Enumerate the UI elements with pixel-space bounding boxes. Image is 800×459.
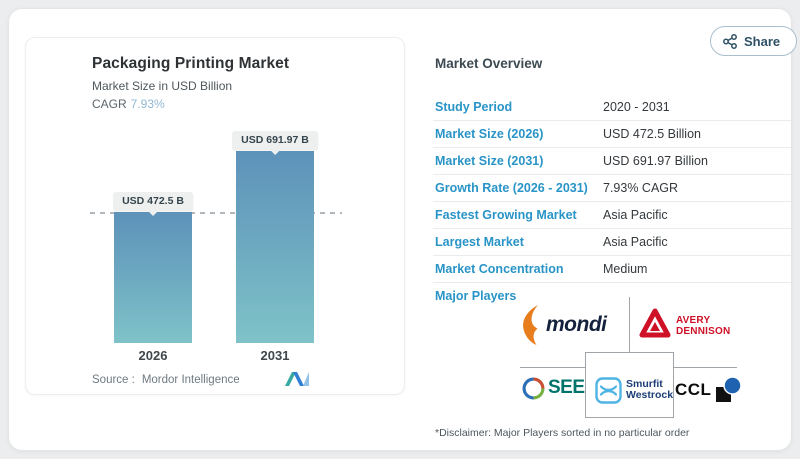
- row-value: USD 472.5 Billion: [603, 127, 701, 141]
- table-row: Market Concentration Medium: [433, 256, 791, 283]
- row-value: USD 691.97 Billion: [603, 154, 708, 168]
- source-name: Mordor Intelligence: [141, 374, 240, 386]
- row-value: Asia Pacific: [603, 235, 668, 249]
- ccl-logo: CCL: [675, 375, 743, 405]
- smurfit-line2: Westrock: [626, 389, 674, 401]
- cagr-value: 7.93%: [130, 97, 165, 111]
- table-row: Growth Rate (2026 - 2031) 7.93% CAGR: [433, 175, 791, 202]
- market-size-chart-card: Packaging Printing Market Market Size in…: [25, 37, 405, 395]
- major-players-label: Major Players: [435, 289, 517, 303]
- x-axis-label-2026: 2026: [138, 348, 168, 363]
- avery-line1: AVERY: [676, 314, 711, 326]
- bar-value-text-2026: USD 472.5 B: [122, 195, 184, 207]
- ccl-wordmark: CCL: [675, 380, 712, 399]
- row-label: Market Size (2026): [435, 127, 544, 141]
- table-row: Market Size (2026) USD 472.5 Billion: [433, 121, 791, 148]
- bar-chart: USD 472.5 B USD 691.97 B 2026 2031: [26, 38, 404, 394]
- players-grid-divider-vertical: [629, 297, 630, 352]
- avery-dennison-triangle-icon: [639, 308, 671, 338]
- bar-value-text-2031: USD 691.97 B: [241, 134, 309, 146]
- row-label: Largest Market: [435, 235, 524, 249]
- players-grid-divider-left: [520, 367, 585, 368]
- source-attribution: Source : Mordor Intelligence: [92, 374, 240, 386]
- source-label: Source :: [92, 374, 135, 386]
- smurfit-westrock-wordmark: Smurfit Westrock: [626, 379, 673, 401]
- reference-dashed-line: [90, 212, 342, 214]
- bar-2031: [236, 151, 314, 343]
- players-grid-highlight-box: [585, 352, 674, 418]
- row-value: Medium: [603, 262, 648, 276]
- cagr-label: CAGR: [92, 97, 127, 111]
- table-row: Fastest Growing Market Asia Pacific: [433, 202, 791, 229]
- row-label: Growth Rate (2026 - 2031): [435, 181, 588, 195]
- bar-2026: [114, 212, 192, 343]
- players-grid-divider-right: [674, 367, 737, 368]
- chart-cagr-line: CAGR 7.93%: [92, 97, 165, 111]
- table-row: Market Size (2031) USD 691.97 Billion: [433, 148, 791, 175]
- bar-value-label-2026: USD 472.5 B: [113, 192, 193, 211]
- row-value: 7.93% CAGR: [603, 181, 679, 195]
- share-icon: [723, 33, 737, 49]
- mordor-intelligence-logo-icon: [285, 372, 309, 386]
- overview-heading: Market Overview: [435, 56, 543, 71]
- ccl-mark-icon: [716, 375, 743, 402]
- avery-line2: DENNISON: [676, 326, 731, 337]
- see-wordmark: SEE: [548, 377, 585, 398]
- share-button[interactable]: Share: [710, 26, 798, 56]
- table-row: Study Period 2020 - 2031: [433, 94, 791, 121]
- smurfit-westrock-logo: Smurfit Westrock: [595, 376, 673, 404]
- overview-table: Study Period 2020 - 2031 Market Size (20…: [433, 94, 791, 283]
- row-label: Study Period: [435, 100, 513, 114]
- x-axis-label-2031: 2031: [260, 348, 290, 363]
- row-label: Fastest Growing Market: [435, 208, 577, 222]
- chart-subtitle: Market Size in USD Billion: [92, 79, 233, 93]
- share-button-label: Share: [744, 33, 781, 49]
- chart-title: Packaging Printing Market: [92, 55, 290, 72]
- report-card: Packaging Printing Market Market Size in…: [8, 8, 798, 451]
- see-ring-icon: [522, 377, 545, 399]
- row-label: Market Concentration: [435, 262, 564, 276]
- row-value: Asia Pacific: [603, 208, 668, 222]
- see-logo: SEE: [522, 375, 585, 401]
- avery-dennison-wordmark: AVERY DENNISON: [676, 315, 730, 338]
- avery-dennison-logo: AVERY DENNISON: [638, 305, 730, 347]
- smurfit-westrock-icon: [595, 376, 622, 404]
- row-label: Market Size (2031): [435, 154, 544, 168]
- row-value: 2020 - 2031: [603, 100, 670, 114]
- bar-value-label-2031: USD 691.97 B: [232, 131, 318, 150]
- mondi-flame-icon: [523, 305, 538, 345]
- table-row: Largest Market Asia Pacific: [433, 229, 791, 256]
- smurfit-line1: Smurfit: [626, 378, 663, 390]
- mondi-wordmark: mondi: [546, 313, 607, 336]
- mondi-logo: mondi: [521, 303, 607, 347]
- disclaimer-text: *Disclaimer: Major Players sorted in no …: [435, 427, 690, 439]
